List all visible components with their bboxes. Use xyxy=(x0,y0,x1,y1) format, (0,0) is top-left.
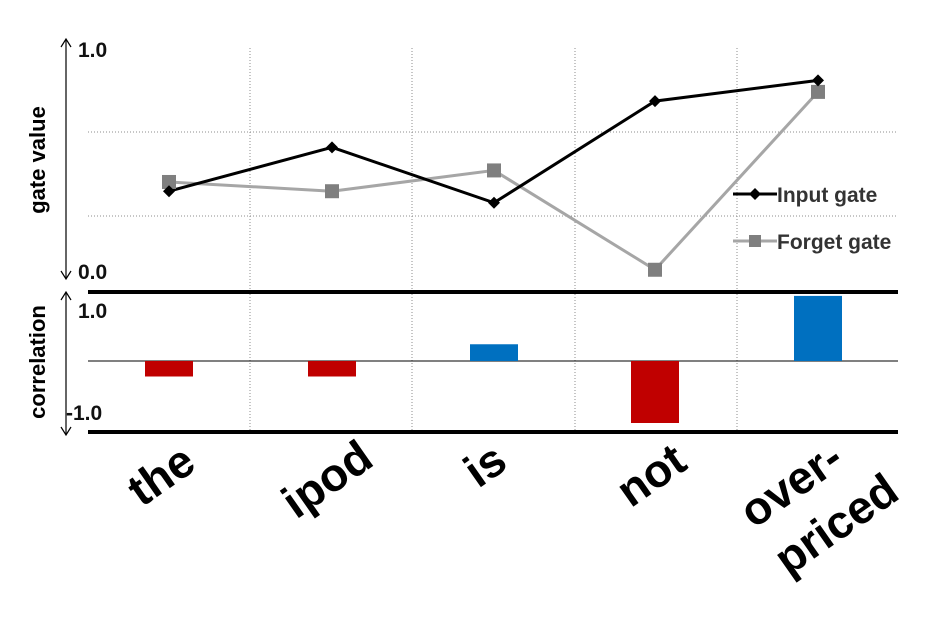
forget-gate-point xyxy=(487,163,501,178)
correlation-bar-is xyxy=(470,344,518,361)
legend-input-gate-label: Input gate xyxy=(777,184,877,207)
correlation-bar-the xyxy=(145,361,193,377)
correlation-y-axis xyxy=(60,290,72,437)
forget-gate-point xyxy=(162,174,176,189)
correlation-ytick-bottom: -1.0 xyxy=(66,402,102,425)
x-category-labels: the ipod is not over- priced xyxy=(118,430,908,585)
correlation-bars xyxy=(145,295,842,423)
gate-ytick-bottom: 0.0 xyxy=(78,261,107,284)
forget-gate-point xyxy=(325,184,339,199)
input-gate-point xyxy=(812,74,824,87)
legend: Input gate Forget gate xyxy=(733,184,891,254)
correlation-bar-over-priced xyxy=(794,295,842,361)
input-gate-point xyxy=(488,196,500,209)
correlation-axis-title: correlation xyxy=(25,305,50,419)
correlation-bar-not xyxy=(631,361,679,423)
forget-gate-point xyxy=(811,84,825,99)
legend-input-gate-marker xyxy=(749,188,761,200)
legend-forget-gate-label: Forget gate xyxy=(777,231,891,254)
forget-gate-point xyxy=(648,262,662,277)
input-gate-line xyxy=(168,78,819,205)
correlation-bar-ipod xyxy=(308,361,356,377)
correlation-ytick-top: 1.0 xyxy=(78,300,107,323)
gate-axis-title: gate value xyxy=(25,106,50,214)
input-gate-point xyxy=(163,185,175,198)
gate-y-axis xyxy=(60,37,72,281)
forget-gate-line xyxy=(168,90,820,272)
input-gate-point xyxy=(649,95,661,108)
input-gate-point xyxy=(326,141,338,154)
xlabel-not: not xyxy=(607,433,695,517)
gate-ytick-top: 1.0 xyxy=(78,39,107,62)
gate-lines xyxy=(162,74,825,277)
xlabel-is: is xyxy=(454,433,515,498)
xlabel-ipod: ipod xyxy=(272,430,381,528)
xlabel-the: the xyxy=(118,434,204,516)
legend-forget-gate-marker xyxy=(749,235,761,247)
